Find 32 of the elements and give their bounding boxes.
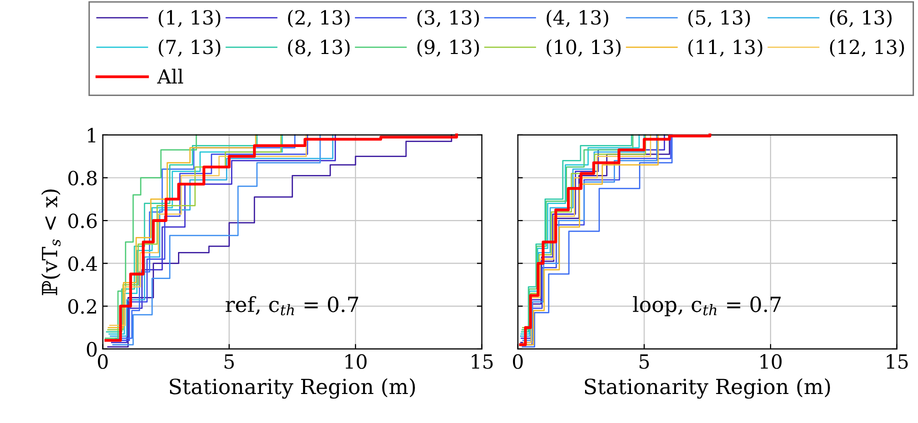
legend-label: (3, 13) xyxy=(417,10,479,28)
legend-label: (1, 13) xyxy=(158,10,220,28)
legend-label: (12, 13) xyxy=(830,39,904,58)
legend-label: (10, 13) xyxy=(546,39,621,58)
x-tick-label: 5 xyxy=(224,354,234,369)
y-tick-label: 0.2 xyxy=(68,299,96,314)
legend-label: (4, 13) xyxy=(546,10,608,28)
y-tick-label: 1 xyxy=(88,128,96,142)
x-axis-title: Stationarity Region (m) xyxy=(584,378,830,399)
annotation: loop, c$_{th}$ = 0.7 xyxy=(632,296,781,316)
annotation: ref, c$_{th}$ = 0.7 xyxy=(226,296,358,316)
y-tick-label: 0.4 xyxy=(68,256,97,272)
x-axis-title: Stationarity Region (m) xyxy=(170,378,415,399)
x-tick-label: 10 xyxy=(760,354,782,369)
legend-label: (8, 13) xyxy=(288,39,350,58)
y-axis-title: ℙ(vT$_{s}$ < x) xyxy=(41,190,61,296)
legend-label: (6, 13) xyxy=(830,10,892,28)
x-tick-label: 5 xyxy=(640,354,649,369)
legend-label: (7, 13) xyxy=(158,39,220,58)
legend-label: (9, 13) xyxy=(417,39,479,58)
legend-label: (11, 13) xyxy=(688,39,762,58)
legend-label: (2, 13) xyxy=(288,10,350,28)
x-tick-label: 0 xyxy=(512,354,523,369)
x-tick-label: 15 xyxy=(472,354,493,369)
y-tick-label: 0.8 xyxy=(68,170,97,186)
x-tick-label: 0 xyxy=(98,354,108,369)
x-tick-label: 15 xyxy=(886,354,908,369)
x-tick-label: 10 xyxy=(346,354,367,369)
y-tick-label: 0.6 xyxy=(68,214,97,228)
legend-label: All xyxy=(157,68,184,84)
y-tick-label: 0 xyxy=(86,342,97,357)
legend-label: (5, 13) xyxy=(688,10,750,28)
